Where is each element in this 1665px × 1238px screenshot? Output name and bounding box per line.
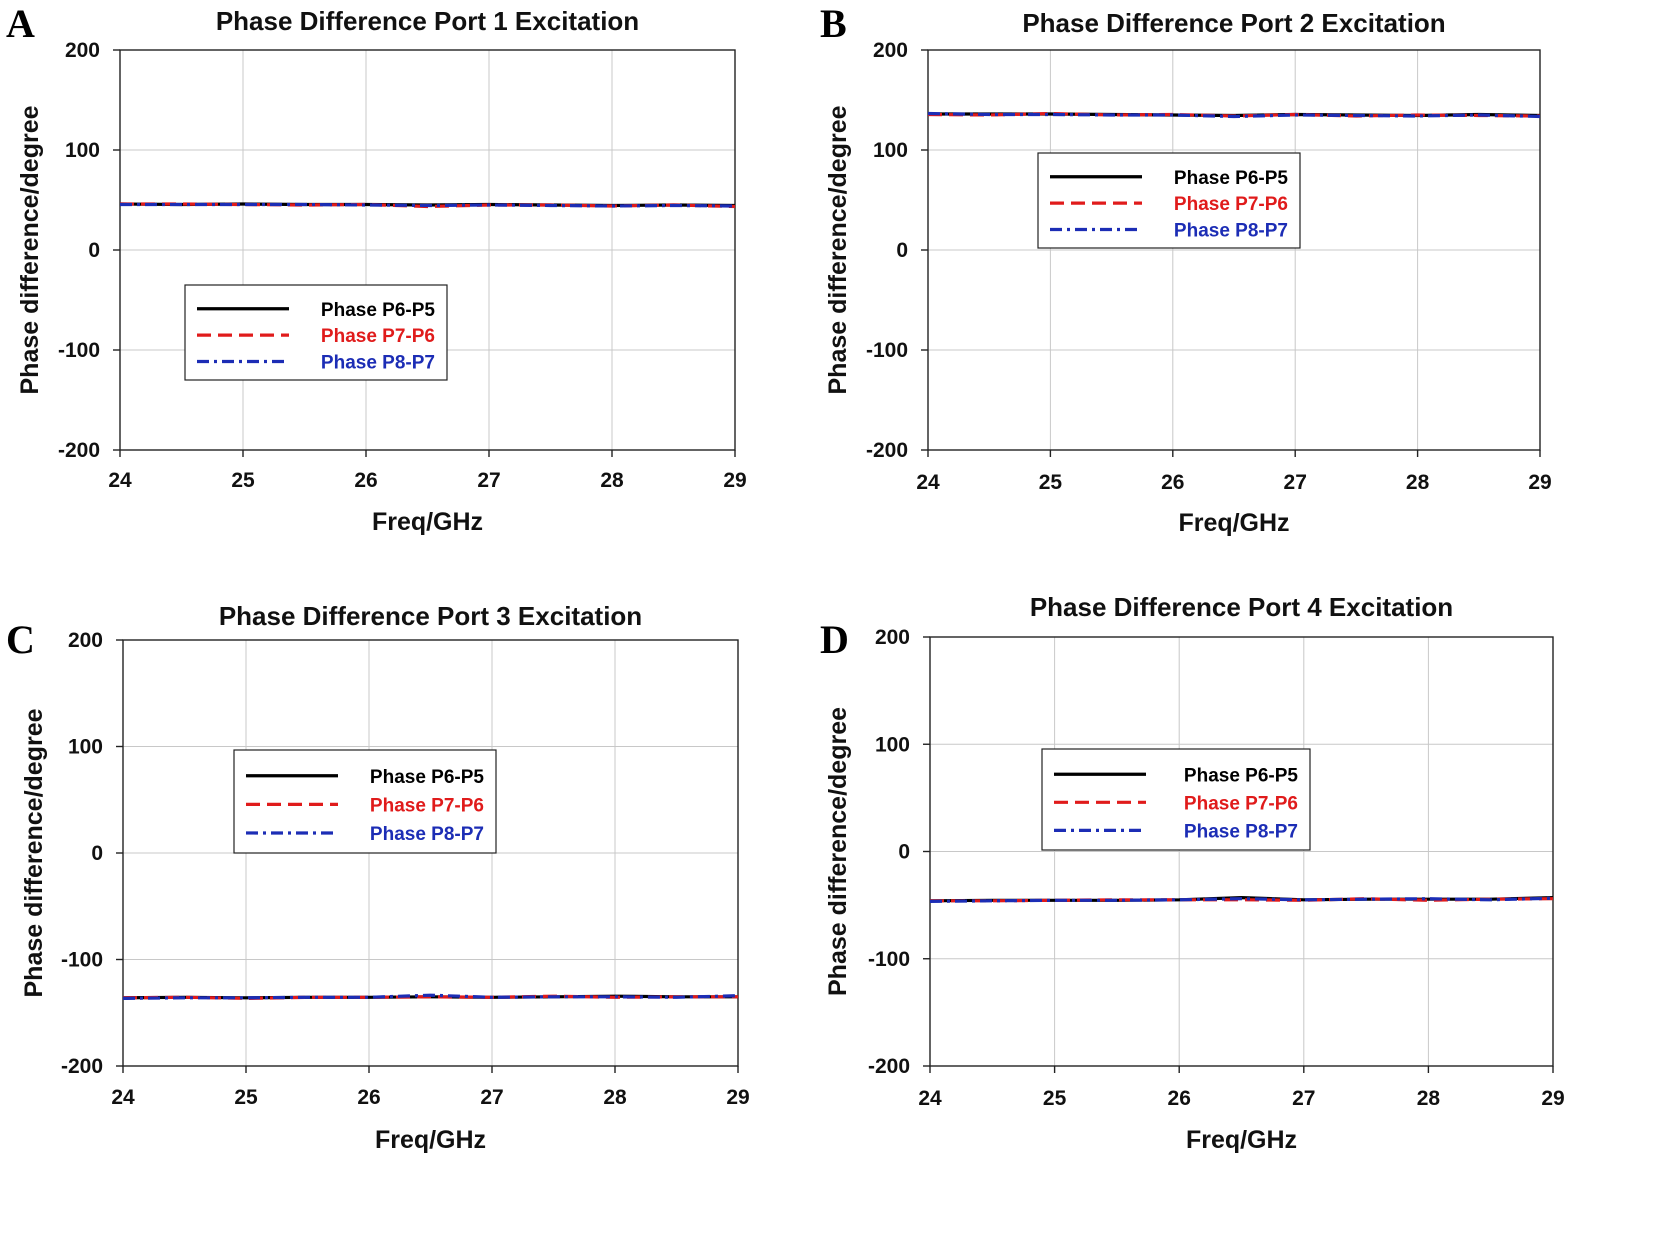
legend-box xyxy=(184,284,448,381)
chart-title: Phase Difference Port 3 Excitation xyxy=(219,601,642,631)
legend-box xyxy=(233,749,497,854)
chart-panel-b: B Phase Difference Port 2 Excitation 24 25… xyxy=(820,0,1665,590)
x-tick-label: 28 xyxy=(600,469,624,492)
y-tick-label: -200 xyxy=(866,439,908,462)
legend-label-1: Phase P6-P5 xyxy=(321,300,435,321)
y-axis-label: Phase difference/degree xyxy=(20,708,48,997)
x-tick-label: 29 xyxy=(1528,471,1551,494)
x-tick-label: 29 xyxy=(1541,1087,1564,1110)
y-tick-label: 100 xyxy=(65,139,100,162)
x-tick-label: 26 xyxy=(1161,471,1184,494)
y-tick-label: 100 xyxy=(68,736,103,759)
x-tick-label: 24 xyxy=(918,1087,942,1110)
x-tick-label: 24 xyxy=(916,471,940,494)
chart-svg: Phase Difference Port 3 Excitation 24 25 26… xyxy=(20,601,750,1154)
x-tick-label: 26 xyxy=(357,1086,380,1109)
panel-letter: B xyxy=(820,1,847,46)
x-tick-label: 29 xyxy=(726,1086,749,1109)
x-tick-label: 27 xyxy=(480,1086,503,1109)
x-tick-label: 28 xyxy=(1406,471,1430,494)
x-tick-label: 24 xyxy=(108,469,132,492)
y-tick-label: 100 xyxy=(873,139,908,162)
x-tick-label: 28 xyxy=(603,1086,627,1109)
panel-letter: D xyxy=(820,617,849,662)
chart-title: Phase Difference Port 1 Excitation xyxy=(216,6,639,36)
y-axis-label: Phase difference/degree xyxy=(16,105,44,394)
x-tick-label: 25 xyxy=(231,469,255,492)
x-tick-label: 26 xyxy=(354,469,377,492)
y-tick-label: -100 xyxy=(58,339,100,362)
chart-svg: Phase Difference Port 4 Excitation 24 25 26… xyxy=(824,592,1565,1154)
y-tick-label: 200 xyxy=(875,626,910,649)
x-tick-label: 27 xyxy=(1284,471,1307,494)
legend-label-2: Phase P7-P6 xyxy=(321,326,435,347)
x-axis-label: Freq/GHz xyxy=(372,508,483,536)
x-tick-label: 29 xyxy=(723,469,746,492)
x-axis-label: Freq/GHz xyxy=(1186,1126,1297,1154)
y-axis-label: Phase difference/degree xyxy=(824,707,852,996)
chart-svg: Phase Difference Port 2 Excitation 24 25 26… xyxy=(824,8,1552,537)
chart-panel-d: D Phase Difference Port 4 Excitation 24 25… xyxy=(820,592,1665,1238)
y-tick-label: 0 xyxy=(898,841,910,864)
y-tick-label: 200 xyxy=(68,629,103,652)
legend-label-3: Phase P8-P7 xyxy=(370,824,484,845)
panel-letter: C xyxy=(6,617,35,662)
y-tick-label: -100 xyxy=(61,949,103,972)
chart-svg: Phase Difference Port 1 Excitation 24 25 26… xyxy=(16,6,747,536)
series-line-3 xyxy=(122,993,739,1000)
series-line-3 xyxy=(929,896,1554,903)
x-axis-label: Freq/GHz xyxy=(1178,509,1289,537)
x-tick-label: 25 xyxy=(234,1086,258,1109)
chart-title: Phase Difference Port 4 Excitation xyxy=(1030,592,1453,622)
y-tick-label: 100 xyxy=(875,733,910,756)
legend-label-2: Phase P7-P6 xyxy=(370,795,484,816)
panel-letter: A xyxy=(6,1,35,46)
chart-panel-c: C Phase Difference Port 3 Excitation 24 25… xyxy=(0,601,820,1238)
legend-label-3: Phase P8-P7 xyxy=(321,353,435,374)
chart-panel-a: A Phase Difference Port 1 Excitation 24 25… xyxy=(0,0,820,590)
legend-label-2: Phase P7-P6 xyxy=(1174,194,1288,215)
y-tick-label: 0 xyxy=(91,842,103,865)
y-tick-label: 200 xyxy=(873,39,908,62)
y-axis-label: Phase difference/degree xyxy=(824,105,852,394)
legend-label-3: Phase P8-P7 xyxy=(1174,221,1288,242)
x-tick-label: 25 xyxy=(1039,471,1063,494)
series-line-3 xyxy=(120,202,736,208)
y-tick-label: -200 xyxy=(868,1055,910,1078)
y-tick-label: 0 xyxy=(88,239,100,262)
legend-box xyxy=(1041,748,1311,851)
chart-title: Phase Difference Port 2 Excitation xyxy=(1022,8,1445,38)
legend-label-3: Phase P8-P7 xyxy=(1184,821,1298,842)
y-tick-label: -200 xyxy=(61,1055,103,1078)
y-tick-label: 0 xyxy=(896,239,908,262)
x-tick-label: 24 xyxy=(111,1086,135,1109)
x-tick-label: 27 xyxy=(477,469,500,492)
legend-label-1: Phase P6-P5 xyxy=(1184,765,1298,786)
legend-box xyxy=(1037,152,1301,249)
x-tick-label: 25 xyxy=(1043,1087,1067,1110)
x-tick-label: 26 xyxy=(1168,1087,1191,1110)
legend-label-1: Phase P6-P5 xyxy=(1174,168,1288,189)
x-axis-label: Freq/GHz xyxy=(375,1126,486,1154)
legend-label-2: Phase P7-P6 xyxy=(1184,793,1298,814)
y-tick-label: 200 xyxy=(65,39,100,62)
legend-label-1: Phase P6-P5 xyxy=(370,767,484,788)
y-tick-label: -200 xyxy=(58,439,100,462)
x-tick-label: 28 xyxy=(1417,1087,1441,1110)
x-tick-label: 27 xyxy=(1292,1087,1315,1110)
y-tick-label: -100 xyxy=(868,948,910,971)
y-tick-label: -100 xyxy=(866,339,908,362)
series-line-3 xyxy=(927,111,1541,119)
